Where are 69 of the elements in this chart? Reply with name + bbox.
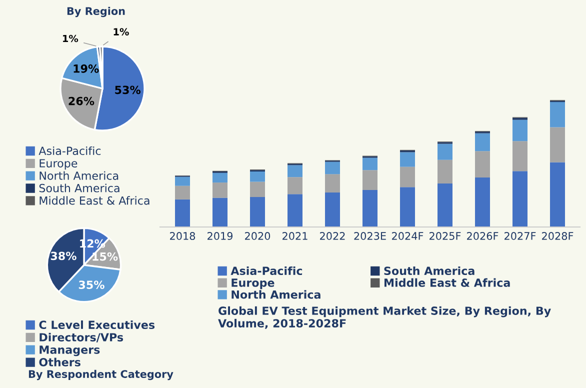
legend-label: Europe <box>232 278 274 290</box>
data-label: 15% <box>92 252 118 261</box>
x-tick-label: 2025F <box>430 232 461 240</box>
chart-title: By Region <box>67 6 125 18</box>
bar <box>250 172 265 182</box>
bar <box>288 194 302 227</box>
data-label: 38% <box>50 252 76 260</box>
bar <box>438 144 452 160</box>
data-label: 1% <box>63 34 78 42</box>
data-label: 53% <box>115 86 141 94</box>
bar <box>400 152 415 167</box>
x-tick-label: 2027F <box>504 232 536 240</box>
legend-label: Europe <box>40 159 78 170</box>
bar <box>475 133 490 152</box>
bar <box>512 141 528 172</box>
bar <box>212 172 228 183</box>
x-tick-label: 2024F <box>392 232 424 240</box>
x-tick-label: 2019 <box>208 232 233 240</box>
bar <box>362 170 378 190</box>
x-tick-label: 2022 <box>320 232 345 240</box>
x-tick-label: 2021 <box>282 232 308 240</box>
x-tick-label: 2026F <box>467 232 498 240</box>
bar <box>362 158 378 170</box>
x-tick-label: 2018 <box>170 232 196 240</box>
bar <box>475 151 490 178</box>
bar <box>212 182 228 198</box>
bar <box>250 197 265 227</box>
x-tick-label: 2023E <box>354 232 386 240</box>
bar <box>438 160 452 184</box>
legend-label: Others <box>39 358 80 366</box>
bar <box>512 171 528 227</box>
bar <box>212 198 228 227</box>
bar <box>325 192 340 227</box>
bar <box>512 120 528 142</box>
bar <box>550 102 565 128</box>
bar <box>288 177 302 194</box>
bar <box>362 190 378 227</box>
bar <box>250 182 265 198</box>
x-tick-label: 2020 <box>245 232 270 240</box>
bar <box>550 127 565 162</box>
legend-label: North America <box>232 290 320 299</box>
legend-label: Directors/VPs <box>40 332 124 342</box>
bar <box>325 162 340 174</box>
legend-label: Managers <box>40 346 100 356</box>
bar <box>175 176 190 186</box>
bar <box>550 162 565 227</box>
bar <box>325 174 340 192</box>
legend-label: Asia-Pacific <box>230 266 302 276</box>
data-label: 35% <box>78 280 104 289</box>
legend-label: Asia-Pacific <box>38 146 101 156</box>
legend-label: South America <box>39 184 120 192</box>
data-label: 26% <box>68 96 94 106</box>
data-label: 1% <box>114 28 129 36</box>
text: Global EV Test Equipment Market Size, By Region, By Volume, 2018-2028F <box>218 306 551 329</box>
bar <box>438 183 452 227</box>
legend-label: North America <box>40 171 118 180</box>
legend-label: Middle East & Africa <box>40 196 150 205</box>
legend-label: C Level Executives <box>39 320 155 330</box>
data-label: 19% <box>74 64 99 73</box>
bar <box>400 187 415 227</box>
bar <box>400 166 415 188</box>
bar <box>475 177 490 227</box>
bar <box>175 186 190 200</box>
text: By Respondent Category <box>28 370 174 380</box>
x-tick-label: 2028F <box>542 232 574 240</box>
legend-label: South America <box>384 266 474 276</box>
bar <box>175 199 190 227</box>
legend-label: Middle East & Africa <box>384 278 510 287</box>
bar <box>288 165 302 178</box>
